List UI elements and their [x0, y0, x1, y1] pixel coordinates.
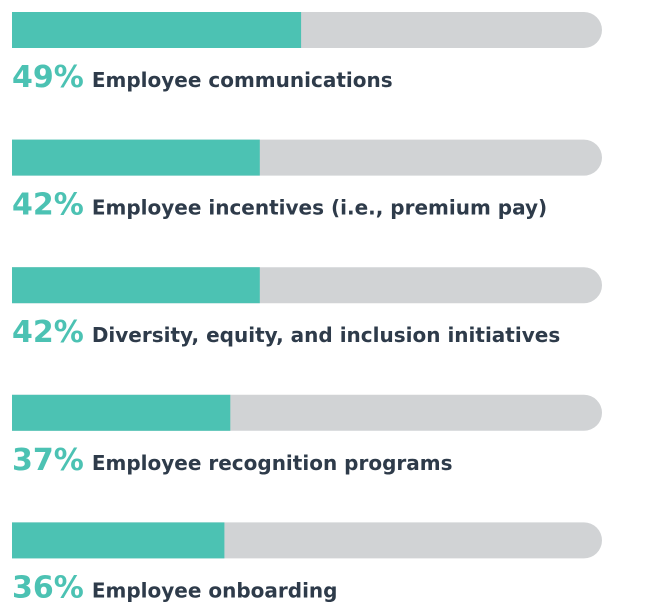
value-label: 42%: [12, 315, 84, 350]
bar: [12, 267, 260, 304]
bar: [12, 522, 225, 559]
category-label: Diversity, equity, and inclusion initiat…: [92, 323, 560, 347]
value-label: 42%: [12, 188, 84, 223]
category-label: Employee onboarding: [92, 578, 338, 602]
category-label: Employee incentives (i.e., premium pay): [92, 196, 547, 220]
bar: [12, 394, 231, 431]
category-label: Employee recognition programs: [92, 451, 453, 475]
bar: [12, 139, 260, 176]
value-label: 49%: [12, 60, 84, 95]
value-label: 37%: [12, 443, 84, 478]
value-label: 36%: [12, 570, 84, 605]
bar: [12, 12, 302, 48]
category-label: Employee communications: [92, 68, 393, 92]
